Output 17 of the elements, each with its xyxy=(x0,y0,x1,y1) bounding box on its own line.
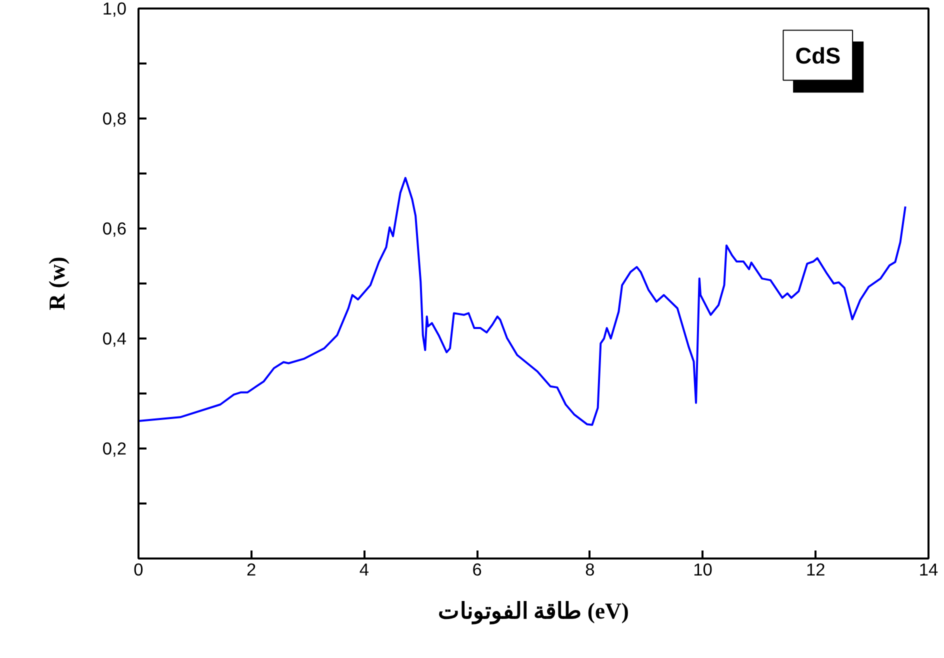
y-axis-title: R (w) xyxy=(44,256,70,310)
x-axis-title: طاقة الفوتونات (eV) xyxy=(438,598,629,626)
y-tick-label: 1,0 xyxy=(102,0,127,18)
y-tick-label: 0,6 xyxy=(102,218,127,238)
y-tick-label: 0,2 xyxy=(102,438,127,458)
x-tick-label: 8 xyxy=(585,560,595,580)
x-tick-label: 2 xyxy=(246,560,256,580)
x-tick-label: 4 xyxy=(359,560,370,580)
x-tick-label: 14 xyxy=(918,560,938,580)
y-tick-label: 0,8 xyxy=(102,108,127,128)
x-tick-label: 10 xyxy=(693,560,712,580)
annotation: CdS xyxy=(795,42,841,68)
x-tick-label: 0 xyxy=(134,560,144,580)
x-tick-label: 12 xyxy=(806,560,826,580)
x-tick-label: 6 xyxy=(472,560,482,580)
line-series xyxy=(138,176,906,426)
y-tick-label: 0,4 xyxy=(102,328,127,348)
